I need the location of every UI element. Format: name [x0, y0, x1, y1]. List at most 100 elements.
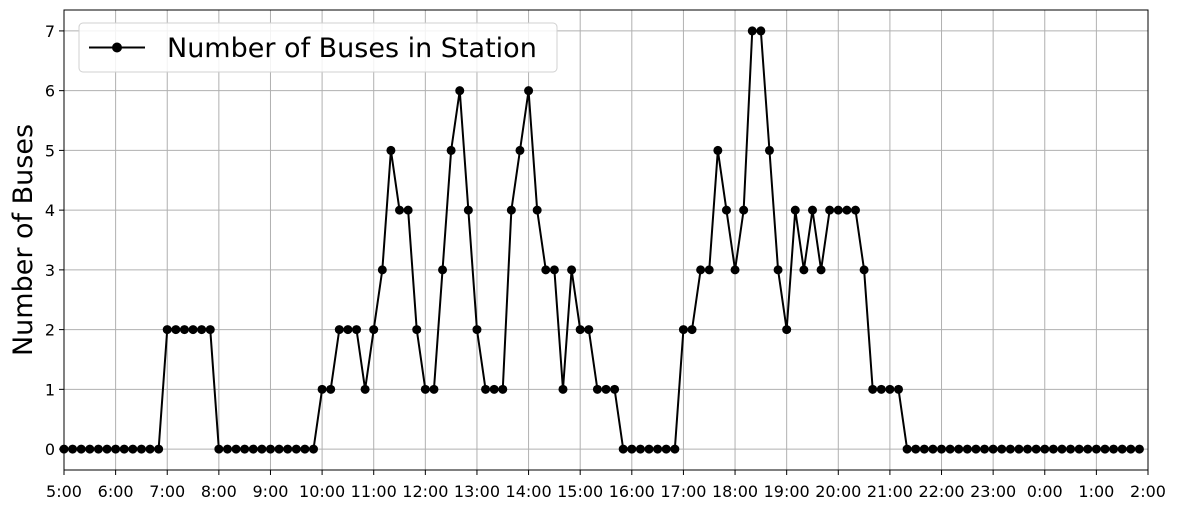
legend: Number of Buses in Station — [78, 22, 558, 73]
data-point — [696, 265, 706, 275]
data-point — [549, 265, 559, 275]
data-point — [352, 325, 362, 335]
data-point — [214, 444, 224, 454]
data-point — [730, 265, 740, 275]
data-point — [799, 265, 809, 275]
x-tick-label: 1:00 — [1078, 482, 1114, 501]
x-tick-label: 21:00 — [867, 482, 913, 501]
data-point — [412, 325, 422, 335]
data-point — [360, 384, 370, 394]
x-tick-label: 19:00 — [764, 482, 810, 501]
data-point — [111, 444, 121, 454]
x-tick-label: 10:00 — [299, 482, 345, 501]
data-point — [885, 384, 895, 394]
data-point — [980, 444, 990, 454]
data-point — [1040, 444, 1050, 454]
x-tick-label: 9:00 — [253, 482, 289, 501]
data-point — [283, 444, 293, 454]
data-point — [248, 444, 258, 454]
data-point — [971, 444, 981, 454]
data-point — [1023, 444, 1033, 454]
data-point — [265, 444, 275, 454]
data-point — [369, 325, 379, 335]
data-point — [472, 325, 482, 335]
x-tick-label: 18:00 — [712, 482, 758, 501]
x-tick-label: 8:00 — [201, 482, 237, 501]
data-point — [1066, 444, 1076, 454]
data-point — [1126, 444, 1136, 454]
data-point — [154, 444, 164, 454]
data-point — [997, 444, 1007, 454]
data-point — [446, 145, 456, 155]
data-point — [326, 384, 336, 394]
data-point — [179, 325, 189, 335]
data-point — [747, 26, 757, 36]
data-point — [93, 444, 103, 454]
data-point — [627, 444, 637, 454]
data-point — [1014, 444, 1024, 454]
data-point — [300, 444, 310, 454]
data-point — [558, 384, 568, 394]
y-tick-label: 2 — [45, 321, 55, 340]
y-axis-ticks: 0 1 2 3 4 5 6 7 — [45, 22, 64, 459]
data-point — [429, 384, 439, 394]
data-point — [317, 384, 327, 394]
data-point — [498, 384, 508, 394]
data-point — [764, 145, 774, 155]
data-point — [610, 384, 620, 394]
data-point — [532, 205, 542, 215]
data-point — [403, 205, 413, 215]
data-point — [515, 145, 525, 155]
data-point — [644, 444, 654, 454]
data-point — [601, 384, 611, 394]
data-point — [1005, 444, 1015, 454]
data-point — [721, 205, 731, 215]
data-point — [386, 145, 396, 155]
data-point — [455, 86, 465, 96]
x-tick-label: 15:00 — [557, 482, 603, 501]
x-axis-ticks: 5:00 6:00 7:00 8:00 9:00 10:00 11:00 12:00 13:00… — [46, 470, 1166, 501]
series-line — [64, 29, 1140, 451]
data-point — [911, 444, 921, 454]
data-point — [377, 265, 387, 275]
plot-frame — [63, 9, 1149, 471]
data-point — [481, 384, 491, 394]
data-point — [102, 444, 112, 454]
data-point — [1134, 444, 1144, 454]
data-point — [274, 444, 284, 454]
data-point — [859, 265, 869, 275]
data-point — [308, 444, 318, 454]
data-point — [670, 444, 680, 454]
data-point — [145, 444, 155, 454]
data-point — [567, 265, 577, 275]
x-tick-label: 5:00 — [46, 482, 82, 501]
data-point — [171, 325, 181, 335]
data-point — [782, 325, 792, 335]
data-point — [790, 205, 800, 215]
x-tick-label: 22:00 — [918, 482, 964, 501]
x-tick-label: 17:00 — [660, 482, 706, 501]
data-point — [1091, 444, 1101, 454]
data-point — [928, 444, 938, 454]
data-point — [1109, 444, 1119, 454]
data-point — [876, 384, 886, 394]
data-point — [894, 384, 904, 394]
x-tick-label: 7:00 — [149, 482, 185, 501]
x-tick-label: 6:00 — [98, 482, 134, 501]
data-point — [1083, 444, 1093, 454]
x-tick-label: 13:00 — [454, 482, 500, 501]
legend-marker-swatch — [112, 42, 122, 53]
x-tick-label: 11:00 — [351, 482, 397, 501]
data-point — [438, 265, 448, 275]
data-point — [188, 325, 198, 335]
data-point — [592, 384, 602, 394]
data-point — [291, 444, 301, 454]
data-point — [825, 205, 835, 215]
x-tick-label: 20:00 — [815, 482, 861, 501]
data-point — [850, 205, 860, 215]
data-point — [257, 444, 267, 454]
data-point — [937, 444, 947, 454]
data-point — [988, 444, 998, 454]
data-point — [807, 205, 817, 215]
